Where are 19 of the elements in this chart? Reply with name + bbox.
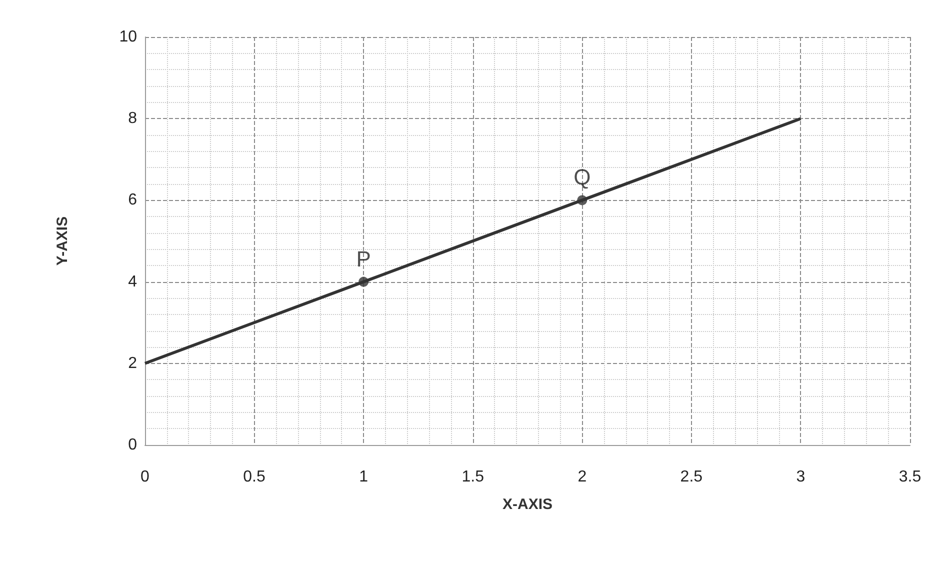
- y-tick-label: 6: [128, 192, 138, 209]
- x-axis-title: X-AXIS: [502, 496, 553, 513]
- x-tick-label: 3: [796, 468, 806, 486]
- y-axis-title: Y-AXIS: [54, 216, 71, 266]
- y-tick-label: 4: [128, 273, 138, 290]
- x-tick-label: 0: [140, 468, 150, 486]
- y-tick-label: 10: [119, 28, 138, 46]
- x-tick-label: 3.5: [898, 468, 922, 486]
- y-tick-label: 8: [128, 110, 138, 128]
- y-tick-label: 0: [128, 436, 138, 454]
- x-tick-label: 1: [359, 468, 368, 486]
- line-series: [144, 117, 802, 365]
- annotation: P: [356, 246, 371, 272]
- x-tick-label: 2: [578, 468, 587, 486]
- x-tick-label: 1.5: [462, 468, 484, 486]
- x-tick-label: 0.5: [243, 468, 266, 486]
- y-tick-label: 2: [128, 354, 138, 372]
- x-tick-label: 2.5: [680, 468, 703, 486]
- annotation: Q: [574, 164, 591, 190]
